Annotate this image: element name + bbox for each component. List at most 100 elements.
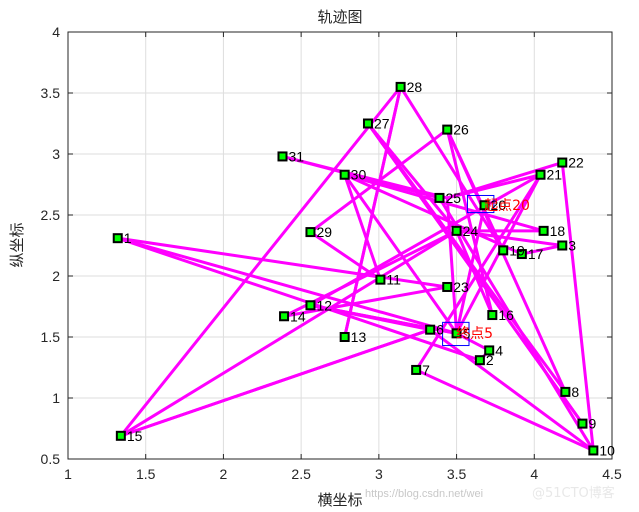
trajectory-segment [308,173,543,307]
point-label: 7 [422,362,430,378]
trajectory-segment [119,328,432,438]
trajectory-segment [455,331,491,352]
trajectory-segment [343,85,403,339]
point-label: 27 [374,116,390,132]
y-tick-label: 2.5 [41,207,61,223]
trajectory-segment [116,236,459,335]
point-marker [560,386,571,397]
trajectory-segment [119,85,403,438]
x-tick-label: 3 [375,466,383,482]
point-marker [484,345,495,356]
point-label: 4 [495,342,503,358]
point-marker [487,310,498,321]
trajectory-lines [116,85,595,452]
point-marker [305,227,316,238]
point-label: 2 [486,352,494,368]
trajectory-segment [282,285,449,318]
trajectory-segment [116,236,449,289]
point-marker [557,157,568,168]
point-label: 22 [568,155,584,171]
trajectory-segment [520,244,564,256]
point-label: 26 [453,122,469,138]
point-label: 14 [290,308,306,324]
point-marker [479,200,490,211]
trajectory-segment [414,173,543,372]
point-marker [395,81,406,92]
annotations: 起点20 终点5 [456,198,530,342]
point-label: 13 [351,329,367,345]
point-label: 28 [407,79,423,95]
point-label: 12 [316,297,332,313]
point-marker [375,274,386,285]
trajectory-segment [414,368,595,452]
point-marker [588,445,599,456]
point-marker [498,245,509,256]
y-tick-label: 2 [52,268,60,284]
point-label: 1 [124,230,132,246]
point-label: 16 [498,307,514,323]
point-label: 18 [550,223,566,239]
annotation-label: 终点5 [456,326,493,342]
point-label: 31 [288,148,304,164]
point-label: 20 [491,197,507,213]
x-tick-label: 3.5 [447,466,467,482]
point-marker [434,192,445,203]
point-marker [557,240,568,251]
point-label: 9 [588,416,596,432]
y-tick-label: 4 [52,24,60,40]
watermark-left: https://blog.csdn.net/wei [365,488,483,500]
watermark-right: @51CTO博客 [532,485,615,501]
x-axis-label: 横坐标 [317,491,362,509]
highlight-boxes [442,194,495,347]
trajectory-segment [280,154,449,200]
point-marker [425,324,436,335]
point-marker [277,151,288,162]
trajectory-segment [119,229,459,438]
point-marker [305,300,316,311]
point-label: 30 [351,167,367,183]
point-label: 19 [509,242,525,258]
point-label: 11 [386,272,401,288]
point-marker [339,169,350,180]
point-label: 17 [528,246,544,262]
point-marker [339,332,350,342]
y-tick-label: 0.5 [41,451,61,467]
trajectory-segment [343,173,382,282]
x-tick-label: 4 [530,466,538,482]
x-tick-label: 2.5 [291,466,311,482]
point-marker [442,124,453,135]
y-tick-label: 3.5 [41,85,61,101]
point-marker [474,355,485,366]
point-labels: 1245678910111213141516171819202122232425… [124,79,615,459]
trajectory-segment [366,122,567,394]
point-label: 23 [453,279,469,295]
axis-ticks: 1 1.5 2 2.5 3 3.5 4 4.50.511.522.533.54 [41,24,622,482]
y-tick-label: 3 [52,146,60,162]
point-label: 5 [463,325,471,341]
point-label: 21 [547,167,563,183]
trajectory-segment [560,161,595,452]
trajectory-segment [455,229,564,247]
point-label: 10 [599,442,615,458]
point-marker [538,225,549,236]
trajectory-segment [455,203,487,335]
point-label: 3 [568,238,576,254]
trajectory-segment [428,328,595,452]
point-marker [577,418,588,429]
x-tick-label: 2 [220,466,228,482]
point-marker [442,281,453,292]
trajectory-segment [343,173,524,256]
plot-frame [67,31,613,460]
y-axis-label: 纵坐标 [8,222,26,267]
start-highlight-box [466,194,495,214]
point-marker [535,169,546,180]
point-marker [451,328,462,339]
point-marker [115,430,126,441]
point-label: 8 [571,384,579,400]
annotation-label: 起点20 [484,198,530,214]
trajectory-segment [399,85,505,252]
point-marker [112,233,123,244]
trajectory-segment [116,236,482,362]
point-marker [279,311,290,322]
point-label: 15 [127,428,143,444]
